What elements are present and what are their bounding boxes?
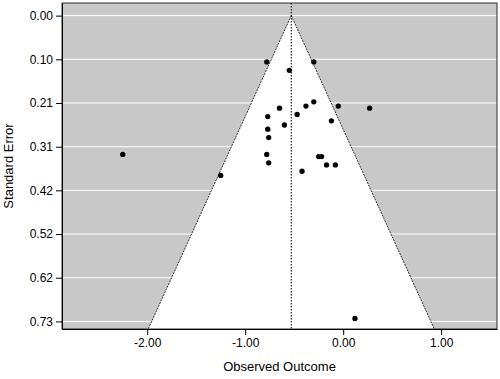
y-tick-label: 0.00 [30, 9, 54, 23]
point [352, 316, 357, 321]
point [277, 106, 282, 111]
point [324, 162, 329, 167]
y-tick: 0.42 [30, 184, 62, 198]
y-tick-label: 0.21 [30, 96, 54, 110]
point [367, 106, 372, 111]
point [336, 103, 341, 108]
point [265, 114, 270, 119]
y-tick-label: 0.31 [30, 140, 54, 154]
x-tick-mark [343, 329, 344, 335]
y-tick-label: 0.73 [30, 315, 54, 329]
x-tick-mark [441, 329, 442, 335]
y-tick-mark [56, 103, 62, 104]
x-tick-label: -1.00 [232, 336, 260, 350]
point [311, 99, 316, 104]
y-tick: 0.73 [30, 315, 62, 329]
y-tick: 0.00 [30, 9, 62, 23]
point [333, 162, 338, 167]
background [62, 3, 497, 329]
y-tick-mark [56, 16, 62, 17]
point [299, 169, 304, 174]
x-axis-line [63, 329, 498, 330]
point [319, 154, 324, 159]
grid-line [62, 15, 497, 16]
point [287, 68, 292, 73]
y-tick-mark [56, 234, 62, 235]
y-tick: 0.31 [30, 140, 62, 154]
y-tick-label: 0.62 [30, 271, 54, 285]
point [266, 160, 271, 165]
y-tick-mark [56, 147, 62, 148]
y-tick-label: 0.52 [30, 227, 54, 241]
point [120, 152, 125, 157]
point [303, 103, 308, 108]
y-tick: 0.52 [30, 227, 62, 241]
y-tick-label: 0.42 [30, 184, 54, 198]
x-tick-label: -2.00 [134, 336, 162, 350]
x-axis: -2.00 -1.00 0.00 1.00 [63, 329, 498, 350]
y-tick: 0.21 [30, 96, 62, 110]
x-tick: 1.00 [430, 329, 454, 350]
point [329, 118, 334, 123]
plot-area [62, 3, 497, 329]
y-tick-mark [56, 321, 62, 322]
point [218, 173, 223, 178]
funnel-edge [148, 16, 291, 329]
chart: -2.00-1.000.001.000.000.100.210.310.420.… [0, 0, 500, 379]
y-tick: 0.62 [30, 271, 62, 285]
point [282, 122, 287, 127]
plot: -2.00-1.000.001.000.000.100.210.310.420.… [30, 3, 498, 350]
x-tick-mark [147, 329, 148, 335]
x-tick: 0.00 [332, 329, 356, 350]
y-axis-line [62, 4, 63, 330]
y-tick: 0.10 [30, 53, 62, 67]
x-tick-label: 0.00 [332, 336, 356, 350]
y-tick-mark [56, 278, 62, 279]
x-tick: -1.00 [232, 329, 260, 350]
point [266, 135, 271, 140]
y-tick-mark [56, 190, 62, 191]
y-tick-label: 0.10 [30, 53, 54, 67]
point [264, 152, 269, 157]
y-axis-title: Standard Error [1, 123, 16, 209]
y-axis: 0.00 0.10 0.21 0.31 0.42 0.52 0.62 0.73 [30, 4, 63, 330]
point [265, 127, 270, 132]
x-tick-label: 1.00 [430, 336, 454, 350]
x-tick: -2.00 [134, 329, 162, 350]
point [311, 59, 316, 64]
funnel-edge [291, 16, 434, 329]
x-tick-mark [245, 329, 246, 335]
point [264, 59, 269, 64]
y-tick-mark [56, 59, 62, 60]
point [294, 112, 299, 117]
x-axis-title: Observed Outcome [223, 359, 336, 374]
estimate-line [291, 3, 292, 329]
frame [62, 3, 497, 329]
